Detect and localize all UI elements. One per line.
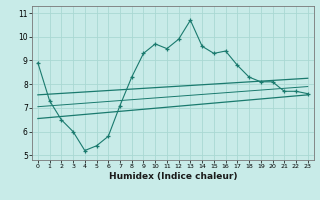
X-axis label: Humidex (Indice chaleur): Humidex (Indice chaleur): [108, 172, 237, 181]
